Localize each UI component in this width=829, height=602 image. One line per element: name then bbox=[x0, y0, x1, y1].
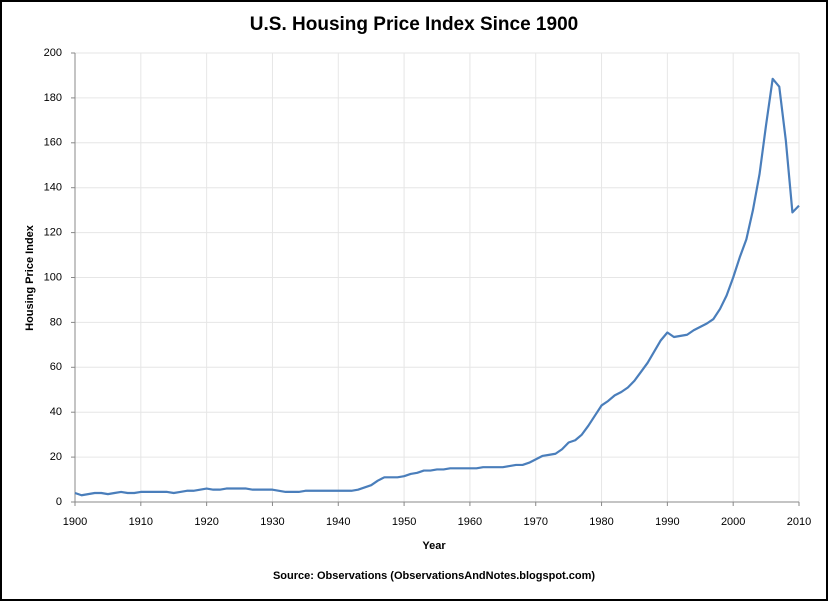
x-tick-label: 2000 bbox=[721, 516, 745, 528]
y-tick-label: 160 bbox=[44, 137, 62, 149]
y-tick-label: 60 bbox=[50, 361, 62, 373]
x-tick-label: 1970 bbox=[523, 516, 547, 528]
x-tick-label: 1950 bbox=[392, 516, 416, 528]
x-tick-label: 1930 bbox=[260, 516, 284, 528]
x-tick-label: 1910 bbox=[129, 516, 153, 528]
y-tick-label: 100 bbox=[44, 271, 62, 283]
x-tick-label: 1960 bbox=[458, 516, 482, 528]
x-axis-title: Year bbox=[422, 540, 446, 552]
x-tick-label: 2010 bbox=[787, 516, 811, 528]
y-axis-title: Housing Price Index bbox=[24, 224, 36, 331]
x-tick-label: 1990 bbox=[655, 516, 679, 528]
data-line bbox=[74, 77, 800, 497]
y-tick-label: 120 bbox=[44, 227, 62, 239]
y-tick-label: 140 bbox=[44, 182, 62, 194]
source-note: Source: Observations (ObservationsAndNot… bbox=[273, 570, 595, 582]
x-tick-label: 1980 bbox=[589, 516, 613, 528]
x-tick-label: 1940 bbox=[326, 516, 350, 528]
y-tick-label: 0 bbox=[56, 496, 62, 508]
y-tick-label: 80 bbox=[50, 316, 62, 328]
y-tick-label: 200 bbox=[44, 47, 62, 59]
y-tick-label: 180 bbox=[44, 92, 62, 104]
chart-title: U.S. Housing Price Index Since 1900 bbox=[250, 14, 578, 35]
y-tick-label: 40 bbox=[50, 406, 62, 418]
y-tick-label: 20 bbox=[50, 451, 62, 463]
x-tick-label: 1900 bbox=[63, 516, 87, 528]
x-tick-label: 1920 bbox=[194, 516, 218, 528]
